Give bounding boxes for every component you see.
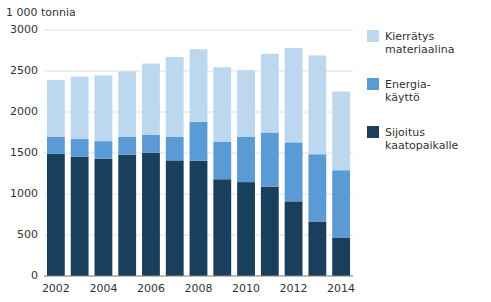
bar-segment <box>285 142 303 201</box>
legend-swatch <box>367 78 379 90</box>
bar-segment <box>118 155 136 276</box>
bar-segment <box>142 135 160 153</box>
bar-segment <box>142 64 160 135</box>
bar-segment <box>166 160 184 276</box>
bar-segment <box>285 201 303 276</box>
legend-label: Energia-käyttö <box>385 78 431 104</box>
bar-segment <box>308 154 326 221</box>
bar-segment <box>47 154 65 276</box>
bar-segment <box>332 170 350 237</box>
bar-segment <box>118 137 136 155</box>
bar-segment <box>118 71 136 137</box>
legend: Kierrätysmateriaalina Energia-käyttö Sijoi… <box>367 30 459 152</box>
y-tick-label: 2500 <box>10 64 38 77</box>
y-tick-label: 2000 <box>10 105 38 118</box>
x-tick-label: 2010 <box>232 282 260 295</box>
series <box>47 153 350 276</box>
legend-swatch <box>367 30 379 42</box>
bar-segment <box>308 221 326 276</box>
grid <box>44 30 353 276</box>
bar-segment <box>71 157 89 276</box>
y-axis: 0 500 1000 1500 2000 2500 3000 <box>10 23 38 282</box>
bar-segment <box>47 80 65 137</box>
legend-label: Sijoituskaatopaikalle <box>385 126 459 152</box>
legend-item: Energia-käyttö <box>367 78 431 104</box>
y-tick-label: 1000 <box>10 187 38 200</box>
y-tick-label: 500 <box>17 228 38 241</box>
legend-item: Sijoituskaatopaikalle <box>367 126 459 152</box>
legend-item: Kierrätysmateriaalina <box>367 30 454 56</box>
y-tick-label: 3000 <box>10 23 38 36</box>
bar-segment <box>95 76 113 142</box>
bar-segment <box>332 237 350 276</box>
x-axis: 2002 2004 2006 2008 2010 2012 2014 <box>42 276 355 295</box>
grid-line <box>44 276 353 277</box>
bar-segment <box>166 137 184 161</box>
bar-segment <box>71 139 89 157</box>
bar-segment <box>237 137 255 183</box>
series <box>47 48 350 170</box>
bar-segment <box>285 48 303 142</box>
x-tick-label: 2008 <box>185 282 213 295</box>
bar-segment <box>213 179 231 276</box>
bar-segment <box>47 137 65 154</box>
y-tick-label: 0 <box>31 269 38 282</box>
bar-segment <box>190 161 208 276</box>
y-tick-label: 1500 <box>10 146 38 159</box>
x-axis-line <box>44 276 353 277</box>
bar-segment <box>190 49 208 122</box>
legend-swatch <box>367 126 379 138</box>
x-tick-label: 2012 <box>280 282 308 295</box>
chart-container: 0 500 1000 1500 2000 2500 3000 1 000 tonnia 2002… <box>0 0 491 302</box>
bar-segment <box>237 70 255 136</box>
bar-segment <box>213 67 231 141</box>
bar-segment <box>95 159 113 276</box>
bar-segment <box>261 54 279 133</box>
x-tick-label: 2004 <box>89 282 117 295</box>
x-tick-label: 2014 <box>327 282 355 295</box>
bar-segment <box>166 57 184 137</box>
bar-segment <box>190 122 208 161</box>
bar-segment <box>332 92 350 171</box>
bar-segment <box>71 77 89 139</box>
bar-segment <box>308 55 326 154</box>
grid-line <box>44 30 353 31</box>
bar-segment <box>142 153 160 276</box>
bar-segment <box>237 182 255 276</box>
bar-segment <box>213 142 231 180</box>
bar-segment <box>261 187 279 276</box>
x-tick-label: 2002 <box>42 282 70 295</box>
y-axis-label: 1 000 tonnia <box>6 6 76 19</box>
x-tick-label: 2006 <box>137 282 165 295</box>
bar-segment <box>261 133 279 187</box>
legend-label: Kierrätysmateriaalina <box>385 30 454 56</box>
series <box>47 122 350 238</box>
bars <box>47 48 350 276</box>
chart-svg: 0 500 1000 1500 2000 2500 3000 1 000 tonnia 2002… <box>0 0 491 302</box>
bar-segment <box>95 141 113 159</box>
